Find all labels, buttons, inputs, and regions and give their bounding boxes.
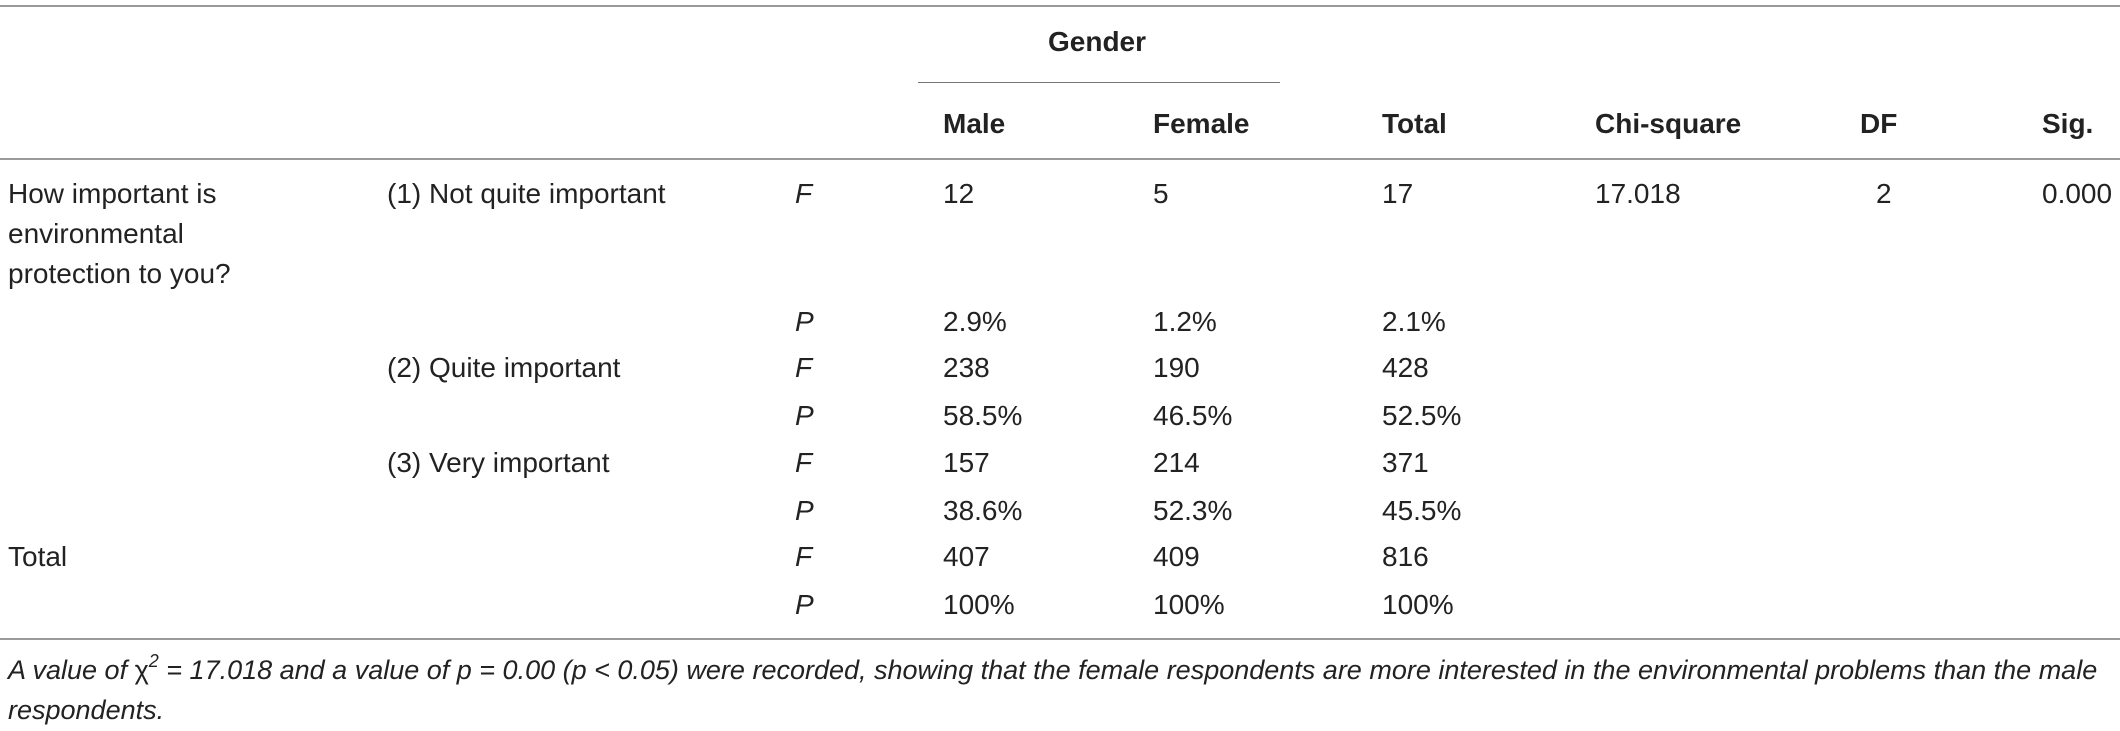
male-value: 100% bbox=[943, 589, 1015, 620]
measure-label: P bbox=[795, 306, 814, 337]
total-value: 100% bbox=[1382, 589, 1454, 620]
question-line-1: How important is bbox=[8, 178, 217, 209]
female-value: 190 bbox=[1153, 352, 1200, 383]
total-value: 428 bbox=[1382, 352, 1429, 383]
total-value: 816 bbox=[1382, 541, 1429, 572]
gender-group-header: Gender bbox=[1048, 26, 1147, 57]
male-value: 157 bbox=[943, 447, 990, 478]
measure-label: F bbox=[795, 541, 813, 572]
measure-label: P bbox=[795, 589, 814, 620]
male-value: 38.6% bbox=[943, 495, 1023, 526]
option-label: (3) Very important bbox=[387, 447, 610, 478]
total-value: 52.5% bbox=[1382, 400, 1462, 431]
female-value: 5 bbox=[1153, 178, 1169, 209]
footnote-text-start: A value of bbox=[8, 655, 135, 685]
header-df: DF bbox=[1860, 108, 1898, 139]
header-sig: Sig. bbox=[2042, 108, 2094, 139]
option-label: (1) Not quite important bbox=[387, 178, 666, 209]
male-value: 12 bbox=[943, 178, 975, 209]
header-female: Female bbox=[1153, 108, 1250, 139]
table-footnote: A value of χ2 = 17.018 and a value of p … bbox=[8, 650, 2113, 730]
question-line-3: protection to you? bbox=[8, 258, 231, 289]
total-row-label: Total bbox=[8, 541, 68, 572]
male-value: 407 bbox=[943, 541, 990, 572]
male-value: 58.5% bbox=[943, 400, 1023, 431]
header-male: Male bbox=[943, 108, 1006, 139]
measure-label: P bbox=[795, 495, 814, 526]
df-value: 2 bbox=[1876, 178, 1892, 209]
measure-label: P bbox=[795, 400, 814, 431]
female-value: 100% bbox=[1153, 589, 1225, 620]
chi-symbol: χ bbox=[134, 655, 149, 685]
option-label: (2) Quite important bbox=[387, 352, 621, 383]
header-total: Total bbox=[1382, 108, 1447, 139]
header-chi-square: Chi-square bbox=[1595, 108, 1742, 139]
total-value: 17 bbox=[1382, 178, 1414, 209]
question-line-2: environmental bbox=[8, 218, 184, 249]
female-value: 46.5% bbox=[1153, 400, 1233, 431]
total-value: 45.5% bbox=[1382, 495, 1462, 526]
measure-label: F bbox=[795, 178, 813, 209]
footnote-text-rest: = 17.018 and a value of p = 0.00 (p < 0.… bbox=[8, 655, 2098, 725]
bottom-rule bbox=[0, 638, 2120, 640]
male-value: 238 bbox=[943, 352, 990, 383]
measure-label: F bbox=[795, 447, 813, 478]
female-value: 214 bbox=[1153, 447, 1200, 478]
total-value: 371 bbox=[1382, 447, 1429, 478]
top-rule bbox=[0, 5, 2120, 7]
total-value: 2.1% bbox=[1382, 306, 1446, 337]
female-value: 52.3% bbox=[1153, 495, 1233, 526]
male-value: 2.9% bbox=[943, 306, 1007, 337]
sig-value: 0.000 bbox=[2042, 178, 2113, 209]
measure-label: F bbox=[795, 352, 813, 383]
chi-superscript: 2 bbox=[148, 651, 159, 671]
chi-square-value: 17.018 bbox=[1595, 178, 1681, 209]
header-rule bbox=[0, 158, 2120, 160]
gender-rule bbox=[918, 82, 1280, 83]
female-value: 1.2% bbox=[1153, 306, 1217, 337]
female-value: 409 bbox=[1153, 541, 1200, 572]
